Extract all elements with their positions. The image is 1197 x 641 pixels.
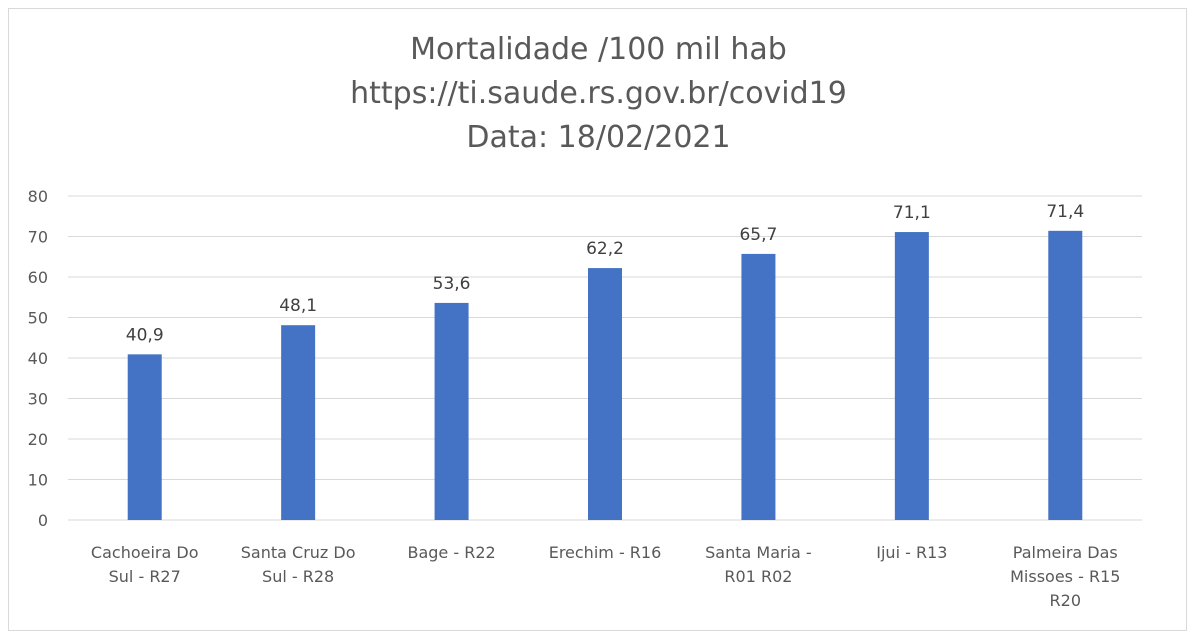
- bar: [1048, 230, 1083, 520]
- y-tick-label: 20: [28, 430, 48, 449]
- data-label: 71,1: [893, 203, 931, 223]
- y-tick-label: 30: [28, 390, 48, 409]
- data-label: 65,7: [739, 225, 777, 245]
- data-labels: 40,9 48,1 53,6 62,2 65,7 71,1 71,4: [126, 202, 1084, 346]
- y-tick-label: 60: [28, 268, 48, 287]
- chart-title: Mortalidade /100 mil hab https://ti.saud…: [0, 28, 1197, 160]
- x-tick-label: Santa Maria -R01 R02: [705, 543, 812, 586]
- y-tick-label: 10: [28, 471, 48, 490]
- chart-title-line-2: https://ti.saude.rs.gov.br/covid19: [350, 76, 847, 111]
- chart-title-line-1: Mortalidade /100 mil hab: [410, 32, 787, 67]
- data-label: 62,2: [586, 239, 624, 259]
- y-tick-label: 70: [28, 228, 48, 247]
- x-tick-label: Erechim - R16: [549, 543, 662, 562]
- x-tick-label: Cachoeira Do Sul - R27: [91, 543, 199, 586]
- y-tick-label: 40: [28, 349, 48, 368]
- x-axis: Cachoeira Do Sul - R27 Santa Cruz Do Sul - …: [91, 543, 1121, 610]
- bar: [127, 354, 162, 520]
- bar: [741, 253, 776, 521]
- data-label: 48,1: [279, 296, 317, 316]
- bar: [588, 268, 622, 520]
- x-tick-label: Ijui - R13: [876, 543, 947, 562]
- y-axis: 0 10 20 30 40 50 60 70 80: [28, 187, 48, 530]
- bars: [127, 230, 1083, 521]
- x-tick-label: Palmeira Das Missoes - R15 R20: [1010, 543, 1120, 610]
- y-tick-label: 50: [28, 309, 48, 328]
- y-tick-label: 80: [28, 187, 48, 206]
- x-tick-label: Santa Cruz Do Sul - R28: [241, 543, 356, 586]
- bar: [434, 302, 469, 520]
- bar: [281, 325, 316, 520]
- chart-title-line-3: Data: 18/02/2021: [466, 120, 731, 155]
- y-tick-label: 0: [38, 511, 48, 530]
- data-label: 71,4: [1046, 202, 1084, 222]
- data-label: 40,9: [126, 325, 164, 345]
- x-tick-label: Bage - R22: [407, 543, 495, 562]
- bar: [894, 232, 929, 521]
- data-label: 53,6: [433, 274, 471, 294]
